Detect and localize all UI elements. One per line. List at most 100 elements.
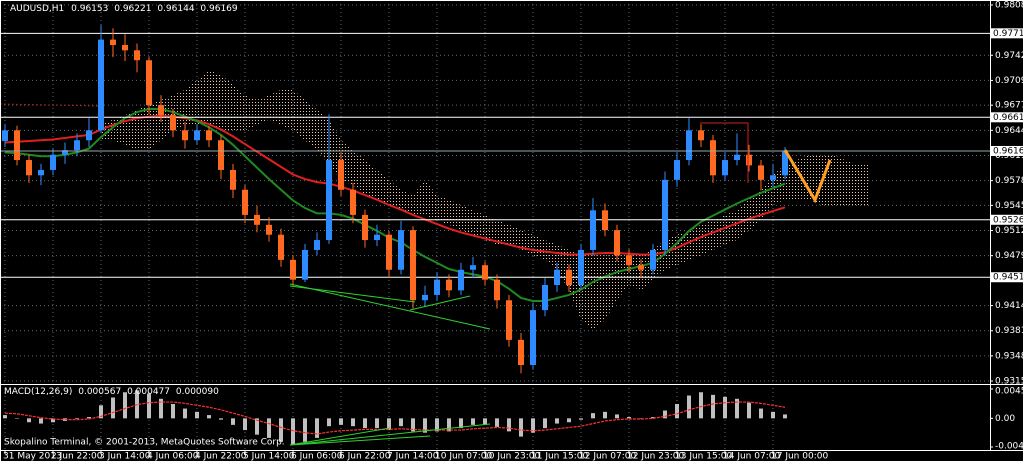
candle-body xyxy=(662,179,668,250)
macd-bar xyxy=(771,411,775,419)
candle-body xyxy=(590,210,596,250)
candle-body xyxy=(626,255,632,266)
macd-bar xyxy=(15,418,19,419)
macd-bar xyxy=(675,403,679,419)
macd-bar xyxy=(75,418,79,419)
macd-bar xyxy=(267,418,271,438)
candle-body xyxy=(362,214,368,241)
macd-bar xyxy=(651,417,655,419)
macd-signal-line xyxy=(4,401,786,435)
macd-bar xyxy=(3,415,7,419)
candle-body xyxy=(194,130,200,141)
macd-bar xyxy=(711,394,715,419)
candle-body xyxy=(722,160,728,176)
macd-bar xyxy=(231,418,235,425)
macd-bar xyxy=(471,418,475,425)
candle-body xyxy=(698,130,704,141)
candle-body xyxy=(278,234,284,260)
candle-body xyxy=(218,140,224,170)
candle-body xyxy=(494,279,500,301)
macd-bar xyxy=(87,417,91,419)
candle-body xyxy=(170,115,176,131)
macd-bar xyxy=(591,413,595,419)
y-tick-label: 0.97095 xyxy=(995,76,1024,86)
candle-body xyxy=(254,214,260,225)
candle-body xyxy=(206,130,212,141)
x-tick-label: 5 Jun 14:00 xyxy=(243,452,295,462)
macd-tick-label: -0.004394 xyxy=(995,442,1024,452)
macd-bar xyxy=(363,418,367,429)
candle-body xyxy=(182,130,188,141)
macd-bar xyxy=(423,418,427,433)
macd-bar xyxy=(579,418,583,420)
y-tick-label: 0.98085 xyxy=(995,0,1024,10)
level-label: 0.95266 xyxy=(993,215,1024,225)
candle-body xyxy=(686,130,692,161)
bid-label-box xyxy=(991,145,1024,156)
symbol: AUDUSD,H1 xyxy=(10,4,64,14)
copyright: Skopalino Terminal, © 2001-2013, MetaQuo… xyxy=(4,438,285,448)
macd-bar xyxy=(291,418,295,445)
x-tick-label: 12 Jun 23:00 xyxy=(627,452,684,462)
macd-bar xyxy=(147,393,151,419)
candle-body xyxy=(230,169,236,190)
candle-body xyxy=(314,240,320,250)
candle-body xyxy=(542,285,548,311)
macd-bar xyxy=(207,415,211,419)
candle-body xyxy=(602,210,608,231)
macd-bar xyxy=(183,408,187,419)
x-tick-label: 10 Jun 07:00 xyxy=(435,452,492,462)
candle-body xyxy=(758,165,764,180)
x-tick-label: 31 May 2013 xyxy=(3,452,62,462)
x-tick-label: 14 Jun 07:00 xyxy=(723,452,780,462)
macd-bar xyxy=(723,396,727,419)
candle-body xyxy=(350,189,356,215)
macd-bar xyxy=(111,397,115,419)
candle-body xyxy=(458,269,464,291)
macd-bar xyxy=(483,418,487,425)
level-label: 0.97713 xyxy=(993,29,1024,39)
candle-body xyxy=(74,140,80,151)
y-tick-label: 0.95125 xyxy=(995,226,1024,236)
x-tick-label: 17 Jun 00:00 xyxy=(771,452,828,462)
macd-bar xyxy=(531,418,535,433)
x-tick-label: 4 Jun 22:00 xyxy=(195,452,247,462)
macd-bar xyxy=(543,418,547,429)
x-tick-label: 3 Jun 14:00 xyxy=(99,452,151,462)
candle-body xyxy=(62,150,68,155)
macd-bar xyxy=(555,418,559,424)
open: 0.96153 xyxy=(71,4,108,14)
candle-body xyxy=(110,39,116,45)
y-tick-label: 0.95455 xyxy=(995,201,1024,211)
candle-body xyxy=(398,230,404,270)
candle-body xyxy=(470,265,476,270)
macd-tick-label: 0.0045 xyxy=(995,387,1024,397)
candle-body xyxy=(650,249,656,270)
macd-bar xyxy=(519,418,523,437)
macd-bar xyxy=(387,418,391,431)
candle-body xyxy=(554,269,560,286)
candle-body xyxy=(638,265,644,270)
macd-bar xyxy=(39,418,43,424)
macd-trend-line xyxy=(289,423,491,446)
candle-body xyxy=(86,130,92,141)
candle-body xyxy=(710,140,716,176)
macd-bar xyxy=(399,418,403,427)
macd-header: MACD(12,26,9) 0.000567 0.000477 0.000090 xyxy=(4,387,219,397)
symbol-header: AUDUSD,H1 0.96153 0.96221 0.96144 0.9616… xyxy=(10,4,238,14)
candle-body xyxy=(506,300,512,340)
macd-bar xyxy=(447,418,451,432)
candle-body xyxy=(578,249,584,286)
level-label-box xyxy=(991,28,1024,39)
candle-body xyxy=(770,175,776,180)
candle-body xyxy=(158,105,164,116)
candle-body xyxy=(50,154,56,170)
candle-body xyxy=(518,339,524,366)
macd-bar xyxy=(735,398,739,419)
macd-bar xyxy=(327,418,331,427)
